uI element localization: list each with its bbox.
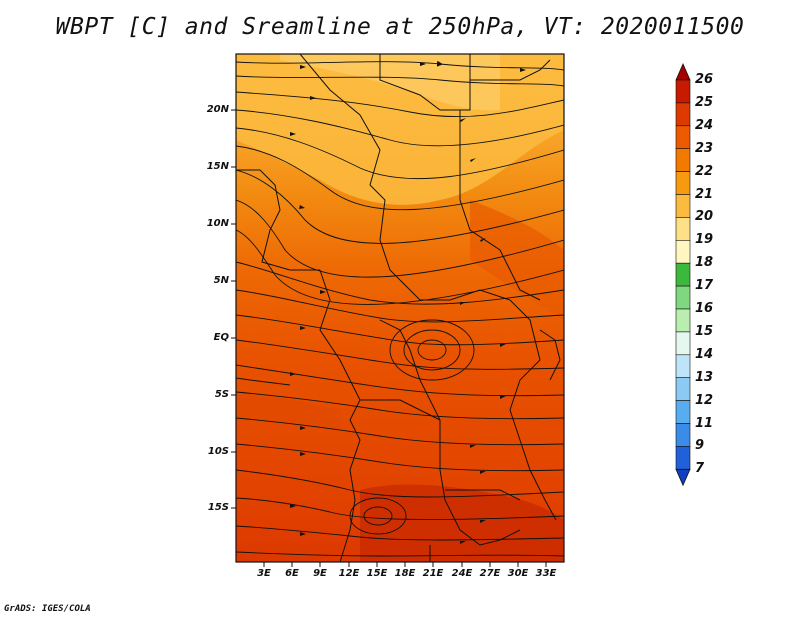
lon-label-30e: 30E <box>507 568 529 579</box>
colorbar-label: 11 <box>695 415 714 431</box>
colorbar-segment <box>675 148 691 172</box>
lat-label-10n: 10N <box>206 218 229 229</box>
colorbar-label: 15 <box>695 323 714 339</box>
colorbar-label: 16 <box>695 301 714 316</box>
colorbar-label: 26 <box>695 72 714 87</box>
lat-label-10s: 10S <box>207 446 229 457</box>
plot-frame <box>235 53 565 563</box>
colorbar-label: 9 <box>695 438 705 454</box>
colorbar-label: 18 <box>695 255 714 271</box>
country-borders <box>236 54 561 562</box>
lat-label-20n: 20N <box>206 104 229 115</box>
map-title: WBPT [C] and Sreamline at 250hPa, VT: 20… <box>55 14 745 40</box>
colorbar-label: 22 <box>695 163 714 179</box>
colorbar-segment <box>675 331 691 356</box>
colorbar-segment <box>675 194 691 218</box>
lon-label-3e: 3E <box>257 568 271 579</box>
colorbar-label: 23 <box>695 140 714 156</box>
colorbar-segment <box>675 377 691 401</box>
colorbar-segment <box>675 446 691 470</box>
colorbar-label: 13 <box>695 369 714 385</box>
colorbar-segment <box>675 217 691 241</box>
lon-label-24e: 24E <box>451 568 473 579</box>
lat-label-15s: 15S <box>207 502 229 513</box>
lon-label-9e: 9E <box>313 568 327 579</box>
lon-label-6e: 6E <box>285 568 299 579</box>
colorbar-label: 19 <box>695 232 714 248</box>
lon-label-12e: 12E <box>338 568 360 579</box>
colorbar-segment <box>675 262 691 287</box>
colorbar-segment <box>675 102 691 127</box>
colorbar-segment <box>675 171 691 195</box>
credit-text: GrADS: IGES/COLA <box>4 604 91 614</box>
colorbar-segment <box>675 423 691 447</box>
wbpt-field <box>236 54 564 562</box>
colorbar-segment <box>675 400 691 424</box>
colorbar-bottom-arrow <box>675 468 691 487</box>
lon-label-18e: 18E <box>394 568 416 579</box>
colorbar-top-arrow <box>675 63 691 81</box>
colorbar-label: 20 <box>695 209 714 225</box>
lat-label-5s: 5S <box>214 389 229 400</box>
colorbar-label: 7 <box>695 461 705 477</box>
colorbar-label: 17 <box>695 278 714 294</box>
colorbar-segment <box>675 354 691 378</box>
colorbar-segment <box>675 285 691 310</box>
colorbar-segment <box>675 308 691 333</box>
lon-label-21e: 21E <box>422 568 444 579</box>
colorbar-label: 12 <box>695 392 714 408</box>
colorbar-segment <box>675 125 691 150</box>
lat-label-5n: 5N <box>213 275 229 286</box>
colorbar-label: 21 <box>695 186 714 202</box>
lon-label-33e: 33E <box>535 568 557 579</box>
colorbar-segment <box>675 240 691 264</box>
lat-label-eq: EQ <box>213 332 229 343</box>
lon-label-27e: 27E <box>479 568 501 579</box>
colorbar <box>675 63 691 487</box>
colorbar-label: 24 <box>695 117 714 133</box>
axis-ticks <box>231 109 547 567</box>
colorbar-label: 14 <box>695 346 714 362</box>
lat-label-15n: 15N <box>206 161 229 172</box>
streamlines <box>236 60 564 557</box>
lon-label-15e: 15E <box>366 568 388 579</box>
colorbar-segment <box>675 79 691 104</box>
colorbar-label: 25 <box>695 94 714 110</box>
